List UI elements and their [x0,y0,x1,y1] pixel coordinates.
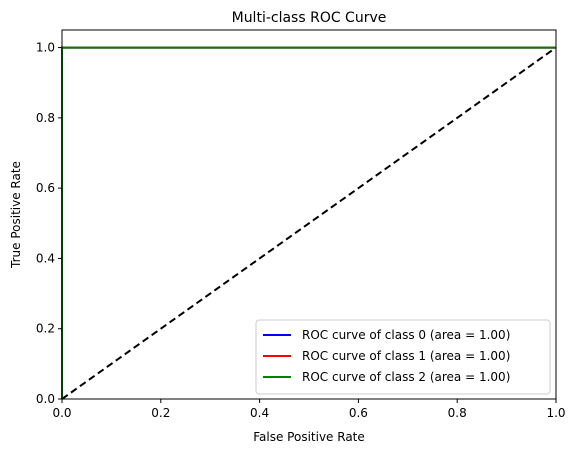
x-tick-label: 1.0 [546,406,565,420]
y-tick-label: 1.0 [36,41,55,55]
chance-diagonal-line [61,46,557,400]
y-tick-label: 0.4 [36,251,55,265]
y-tick-label: 0.6 [36,181,55,195]
legend-label-class-0: ROC curve of class 0 (area = 1.00) [302,328,510,342]
y-axis-label: True Positive Rate [9,161,23,269]
y-tick-label: 0.0 [36,392,55,406]
legend-label-class-2: ROC curve of class 2 (area = 1.00) [302,370,510,384]
x-tick-label: 0.4 [250,406,269,420]
plot-frame [61,29,557,400]
legend-box [255,319,551,395]
legend-label-class-1: ROC curve of class 1 (area = 1.00) [302,349,510,363]
x-tick-label: 0.8 [448,406,467,420]
x-tick-label: 0.6 [349,406,368,420]
x-tick-label: 0.2 [151,406,170,420]
chart-title: Multi-class ROC Curve [232,10,387,26]
y-tick-label: 0.2 [36,322,55,336]
x-axis-label: False Positive Rate [253,430,365,444]
y-tick-label: 0.8 [36,111,55,125]
legend: ROC curve of class 0 (area = 1.00) ROC cu… [255,319,551,395]
x-tick-label: 0.0 [52,406,71,420]
